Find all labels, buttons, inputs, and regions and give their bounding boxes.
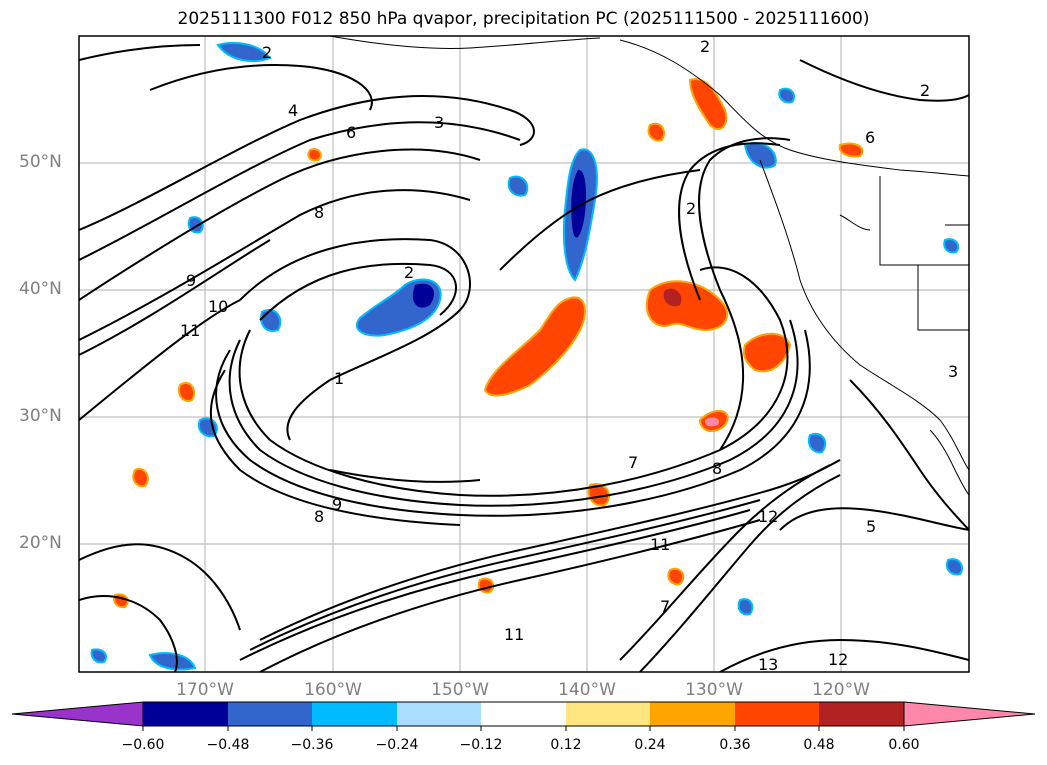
colorbar-segment — [735, 702, 819, 726]
contour-label: 3 — [434, 113, 444, 132]
lon-label-160w: 160°W — [304, 680, 362, 700]
contour-label: 9 — [332, 495, 342, 514]
contour-label: 3 — [948, 362, 958, 381]
contour-label: 10 — [208, 297, 228, 316]
colorbar-tick-label: 0.60 — [888, 737, 920, 753]
lon-label-170w: 170°W — [176, 680, 234, 700]
lon-label-130w: 130°W — [685, 680, 743, 700]
contour-label: 8 — [314, 507, 324, 526]
colorbar-tick-label: 0.12 — [550, 737, 582, 753]
lat-label-50n: 50°N — [19, 152, 62, 172]
colorbar-segment — [228, 702, 312, 726]
lon-label-120w: 120°W — [812, 680, 870, 700]
lat-label-20n: 20°N — [19, 533, 62, 553]
lon-label-140w: 140°W — [558, 680, 616, 700]
gridlines — [79, 36, 969, 672]
colorbar-tick-label: 0.24 — [634, 737, 666, 753]
contour-label: 7 — [660, 597, 670, 616]
qvapor-contours — [79, 44, 969, 672]
contour-label: 2 — [920, 81, 930, 100]
contour-label: 2 — [262, 43, 272, 62]
colorbar-tick-label: −0.36 — [290, 737, 334, 753]
contour-label: 12 — [758, 507, 778, 526]
contour-label: 11 — [504, 625, 524, 644]
map-frame — [78, 35, 970, 673]
colorbar-tick-label: −0.48 — [206, 737, 250, 753]
contour-label: 12 — [828, 650, 848, 669]
contour-label: 2 — [686, 199, 696, 218]
contour-label: 7 — [628, 453, 638, 472]
contour-label: 4 — [288, 101, 298, 120]
contour-label: 1 — [334, 369, 344, 388]
colorbar-segment — [397, 702, 481, 726]
coastlines — [329, 36, 969, 496]
colorbar-segment — [11, 701, 144, 727]
contour-label: 2 — [700, 37, 710, 56]
contour-label: 2 — [404, 263, 414, 282]
plot-title: 2025111300 F012 850 hPa qvapor, precipit… — [177, 9, 870, 29]
colorbar — [11, 701, 1036, 731]
contour-label: 5 — [866, 517, 876, 536]
colorbar-tick-label: 0.48 — [803, 737, 835, 753]
lat-label-30n: 30°N — [19, 406, 62, 426]
contour-label: 11 — [650, 535, 670, 554]
colorbar-segment — [819, 702, 904, 726]
colorbar-tick-label: −0.60 — [121, 737, 165, 753]
colorbar-segment — [903, 701, 1036, 727]
contour-label: 11 — [180, 321, 200, 340]
contour-labels: 2 2 2 2 2 3 3 4 5 6 6 7 8 8 8 9 9 10 11 … — [180, 37, 958, 674]
colorbar-tick-label: −0.24 — [375, 737, 419, 753]
colorbar-segment — [481, 702, 566, 726]
precip-positive-areas — [113, 78, 864, 609]
contour-label: 13 — [758, 655, 778, 674]
colorbar-segment — [312, 702, 397, 726]
colorbar-tick-label: 0.36 — [719, 737, 751, 753]
colorbar-segment — [566, 702, 650, 726]
lon-label-150w: 150°W — [431, 680, 489, 700]
contour-label: 8 — [712, 459, 722, 478]
colorbar-segment — [650, 702, 735, 726]
contour-label: 6 — [865, 128, 875, 147]
contour-label: 9 — [186, 271, 196, 290]
contour-label: 8 — [314, 203, 324, 222]
contour-label: 6 — [346, 123, 356, 142]
colorbar-segment — [143, 702, 228, 726]
lat-label-40n: 40°N — [19, 279, 62, 299]
colorbar-tick-label: −0.12 — [459, 737, 503, 753]
